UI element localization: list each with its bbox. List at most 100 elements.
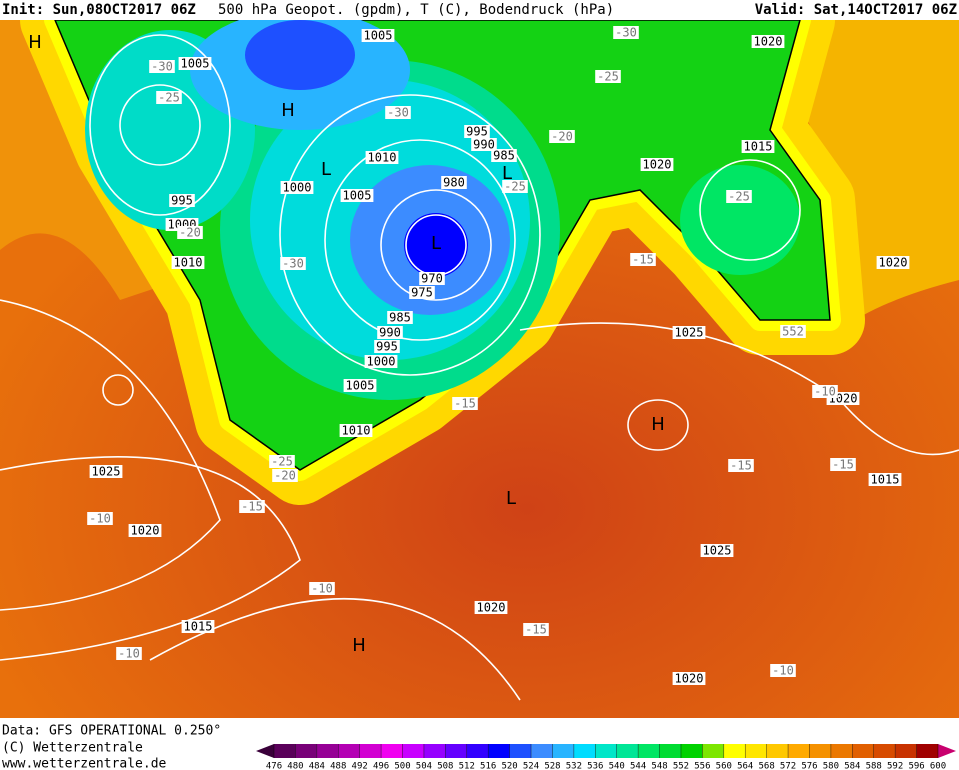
colorbar-cell	[616, 744, 639, 758]
isobar-label: 1025	[703, 544, 732, 558]
temp-label-box	[156, 91, 182, 104]
temp-label-box	[87, 512, 113, 525]
colorbar-cell	[509, 744, 532, 758]
colorbar-label: 528	[544, 762, 560, 770]
valid-time: Valid: Sat,14OCT2017 06Z	[755, 2, 957, 18]
colorbar-label: 544	[630, 762, 646, 770]
isobar-label-box	[377, 326, 403, 339]
colorbar-cell	[788, 744, 810, 758]
isobar-label: 1025	[92, 465, 121, 479]
colorbar-label: 572	[780, 762, 796, 770]
colorbar-label: 592	[887, 762, 903, 770]
isobar-label-box	[365, 151, 399, 164]
temp-label: -30	[282, 257, 304, 271]
temp-label: -30	[615, 26, 637, 40]
temp-label-box	[452, 397, 478, 410]
temp-label-box	[116, 647, 142, 660]
isobar-label: 1015	[871, 473, 900, 487]
colorbar-label: 512	[459, 762, 475, 770]
isobar-label-box	[364, 355, 398, 368]
colorbar-label: 504	[416, 762, 432, 770]
temp-label: -20	[551, 130, 573, 144]
temp-label: -10	[89, 512, 111, 526]
isobar-label: 985	[493, 149, 515, 163]
colorbar-label: 492	[352, 762, 368, 770]
isobar-label: 1010	[368, 151, 397, 165]
temp-label: -15	[454, 397, 476, 411]
pressure-center: H	[352, 635, 366, 656]
colorbar-cell	[488, 744, 510, 758]
colorbar-label: 576	[801, 762, 817, 770]
isobar-label-box	[181, 620, 215, 633]
colorbar-label: 520	[501, 762, 517, 770]
temp-label-box	[830, 458, 856, 471]
isobar-label-box	[387, 311, 413, 324]
temp-label-box	[728, 459, 754, 472]
colorbar-cell	[402, 744, 424, 758]
isobar-label-box	[280, 181, 314, 194]
url: www.wetterzentrale.de	[2, 757, 167, 770]
temp-label: -30	[387, 106, 409, 120]
temp-label: -15	[730, 459, 752, 473]
temp-label: -25	[728, 190, 750, 204]
colorbar-label: 484	[309, 762, 325, 770]
temp-label-box	[177, 226, 203, 239]
temp-label: -10	[772, 664, 794, 678]
temp-label-box	[726, 190, 752, 203]
colorbar-cell	[445, 744, 467, 758]
colorbar-label: 548	[651, 762, 667, 770]
isobar-label: 1005	[181, 57, 210, 71]
colorbar-cell	[702, 744, 724, 758]
green-zone	[680, 165, 800, 275]
colorbar-label: 480	[287, 762, 303, 770]
temp-label-box	[269, 455, 295, 468]
temp-label-box	[780, 325, 806, 338]
isobar-label: 1005	[364, 29, 393, 43]
colorbar-cell	[638, 744, 660, 758]
isobar-label: 1020	[131, 524, 160, 538]
temp-label: -10	[311, 582, 333, 596]
temp-label: -10	[814, 385, 836, 399]
colorbar-label: 488	[330, 762, 346, 770]
colorbar-label: 600	[930, 762, 946, 770]
header-bar	[0, 0, 959, 20]
colorbar-label: 496	[373, 762, 389, 770]
isobar-label: 1005	[346, 379, 375, 393]
isobar-label: 1010	[174, 256, 203, 270]
colorbar-cell	[745, 744, 767, 758]
colorbar-label: 564	[737, 762, 753, 770]
isobar-label-box	[700, 544, 734, 557]
colorbar-cell	[295, 744, 317, 758]
colorbar-label: 500	[394, 762, 410, 770]
pressure-center: H	[281, 100, 295, 121]
isobar-label: 1015	[744, 140, 773, 154]
colorbar-cell	[338, 744, 360, 758]
isobar-label: 1020	[754, 35, 783, 49]
copyright: (C) Wetterzentrale	[2, 741, 143, 756]
colorbar-cell	[274, 744, 296, 758]
low-core	[404, 213, 468, 277]
temp-label: -15	[632, 253, 654, 267]
isobar-label: 1025	[675, 326, 704, 340]
isobar-label: 980	[443, 176, 465, 190]
temp-label-box	[630, 253, 656, 266]
temp-label-box	[239, 500, 265, 513]
temp-label-box	[523, 623, 549, 636]
colorbar-cell	[680, 744, 703, 758]
colorbar-end	[256, 744, 274, 758]
colorbar-label: 584	[844, 762, 860, 770]
isobar-label-box	[178, 57, 212, 70]
isobar-label-box	[751, 35, 785, 48]
temp-label-box	[502, 180, 528, 193]
isobar-label: 995	[171, 194, 193, 208]
temp-label: -15	[241, 500, 263, 514]
colorbar-label: 580	[823, 762, 839, 770]
data-source: Data: GFS OPERATIONAL 0.250°	[2, 724, 221, 739]
temp-label: -15	[832, 458, 854, 472]
isobar-label-box	[672, 326, 706, 339]
pressure-center: L	[506, 488, 516, 509]
isobar-label: 1005	[343, 189, 372, 203]
isobar-label: 985	[389, 311, 411, 325]
pressure-center: H	[28, 32, 42, 53]
colorbar-label: 524	[523, 762, 539, 770]
